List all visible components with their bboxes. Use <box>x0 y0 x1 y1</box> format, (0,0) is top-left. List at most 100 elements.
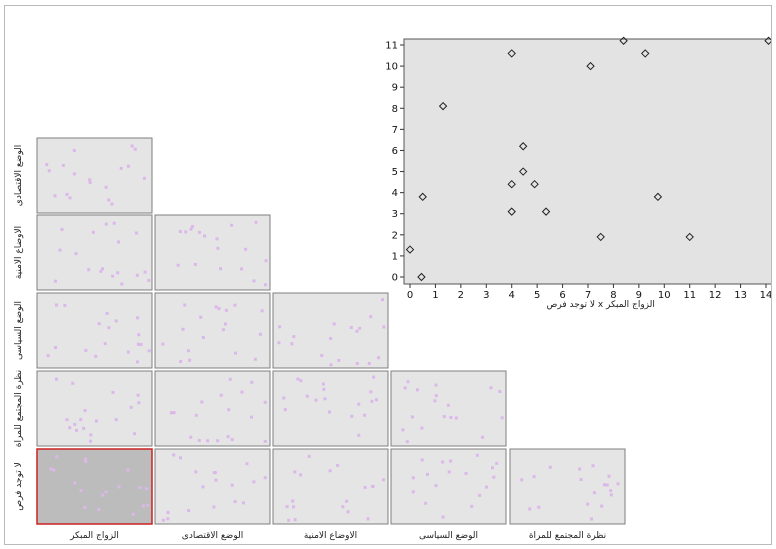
matrix-point <box>442 415 446 419</box>
matrix-point <box>104 222 108 226</box>
matrix-point <box>227 408 231 412</box>
scatter-point[interactable] <box>541 207 551 216</box>
scatter-point[interactable] <box>417 272 426 282</box>
y-tick-label: 3 <box>392 209 398 220</box>
matrix-point <box>349 326 353 329</box>
scatter-point[interactable] <box>418 192 427 202</box>
matrix-point <box>449 459 453 463</box>
matrix-cell-r3-c2[interactable] <box>154 292 271 369</box>
matrix-cell-r5-c1[interactable] <box>36 448 153 525</box>
matrix-point <box>99 269 103 273</box>
scatter-point[interactable] <box>518 142 528 151</box>
matrix-point <box>375 398 378 402</box>
matrix-point <box>252 279 256 283</box>
matrix-point <box>420 426 424 430</box>
matrix-point <box>350 414 354 418</box>
scatter-point[interactable] <box>685 232 694 242</box>
matrix-point <box>47 169 51 173</box>
matrix-point <box>586 502 590 506</box>
matrix-point <box>495 461 499 465</box>
matrix-cell-r5-c4[interactable] <box>390 448 507 525</box>
matrix-point <box>214 478 218 482</box>
matrix-point <box>104 490 108 494</box>
matrix-point <box>405 440 409 444</box>
matrix-point <box>609 489 613 493</box>
matrix-point <box>296 377 300 381</box>
matrix-cell-r4-c3[interactable] <box>272 370 389 447</box>
matrix-point <box>194 470 198 474</box>
chart-window: الزواج المبكر الوضع الاقتصادى الاوضاع الام… <box>4 5 772 545</box>
x-tick-label: 6 <box>559 290 565 301</box>
scatter-point[interactable] <box>619 36 628 45</box>
matrix-point <box>191 225 194 228</box>
matrix-point <box>73 481 77 485</box>
matrix-point <box>223 322 227 326</box>
scatter-point[interactable] <box>518 167 528 176</box>
matrix-point <box>278 325 282 329</box>
matrix-point <box>75 428 78 432</box>
matrix-cell-r3-c3[interactable] <box>272 292 389 369</box>
scatter-point[interactable] <box>764 36 771 45</box>
matrix-point <box>136 360 139 364</box>
matrix-point <box>282 396 286 400</box>
matrix-point <box>263 283 267 287</box>
matrix-point <box>328 469 332 473</box>
matrix-point <box>107 198 111 202</box>
matrix-point <box>411 490 415 494</box>
matrix-point <box>112 221 116 225</box>
matrix-point <box>233 303 237 307</box>
scatter-point[interactable] <box>530 179 539 189</box>
matrix-point <box>172 411 176 415</box>
matrix-point <box>54 279 57 283</box>
matrix-cell-r4-c1[interactable] <box>36 370 153 447</box>
scatter-plot-area[interactable] <box>403 38 771 285</box>
matrix-point <box>415 388 419 392</box>
matrix-cell-r4-c4[interactable] <box>390 370 507 447</box>
scatter-point[interactable] <box>586 61 595 71</box>
matrix-point <box>263 476 267 480</box>
matrix-point <box>224 308 228 312</box>
matrix-point <box>579 478 583 481</box>
matrix-cell-r5-c2[interactable] <box>154 448 271 525</box>
matrix-point <box>203 234 206 238</box>
matrix-point <box>355 362 359 365</box>
scatter-point[interactable] <box>438 101 448 111</box>
matrix-cell-r1-c1[interactable] <box>36 137 153 214</box>
matrix-point <box>263 400 267 404</box>
scatter-point[interactable] <box>653 192 663 202</box>
matrix-point <box>299 473 303 477</box>
matrix-point <box>240 267 244 271</box>
matrix-cell-r2-c1[interactable] <box>36 214 153 291</box>
matrix-point <box>120 282 124 286</box>
matrix-point <box>363 485 367 489</box>
matrix-point <box>381 298 384 302</box>
matrix-point <box>500 416 504 420</box>
matrix-point <box>369 390 373 394</box>
matrix-point <box>130 144 134 148</box>
scatter-point[interactable] <box>507 179 516 189</box>
matrix-point <box>94 354 98 358</box>
scatter-point[interactable] <box>405 245 415 254</box>
matrix-point <box>470 504 474 508</box>
matrix-point <box>97 322 101 326</box>
matrix-point <box>481 435 484 439</box>
matrix-point <box>84 348 88 352</box>
matrix-point <box>199 315 203 319</box>
matrix-point <box>188 358 192 362</box>
matrix-point <box>61 163 65 167</box>
matrix-point <box>194 413 198 417</box>
matrix-point <box>133 147 137 151</box>
matrix-cell-r2-c2[interactable] <box>154 214 271 291</box>
matrix-cell-r5-c3[interactable] <box>272 448 389 525</box>
scatter-point[interactable] <box>641 49 650 58</box>
scatter-point[interactable] <box>596 232 605 242</box>
matrix-point <box>600 504 604 508</box>
matrix-point <box>189 227 193 231</box>
scatter-point[interactable] <box>507 49 516 58</box>
matrix-point <box>230 223 234 227</box>
matrix-point <box>446 403 450 407</box>
matrix-point <box>136 393 140 397</box>
matrix-point <box>305 394 309 398</box>
matrix-point <box>138 486 142 489</box>
scatter-point[interactable] <box>507 207 516 216</box>
